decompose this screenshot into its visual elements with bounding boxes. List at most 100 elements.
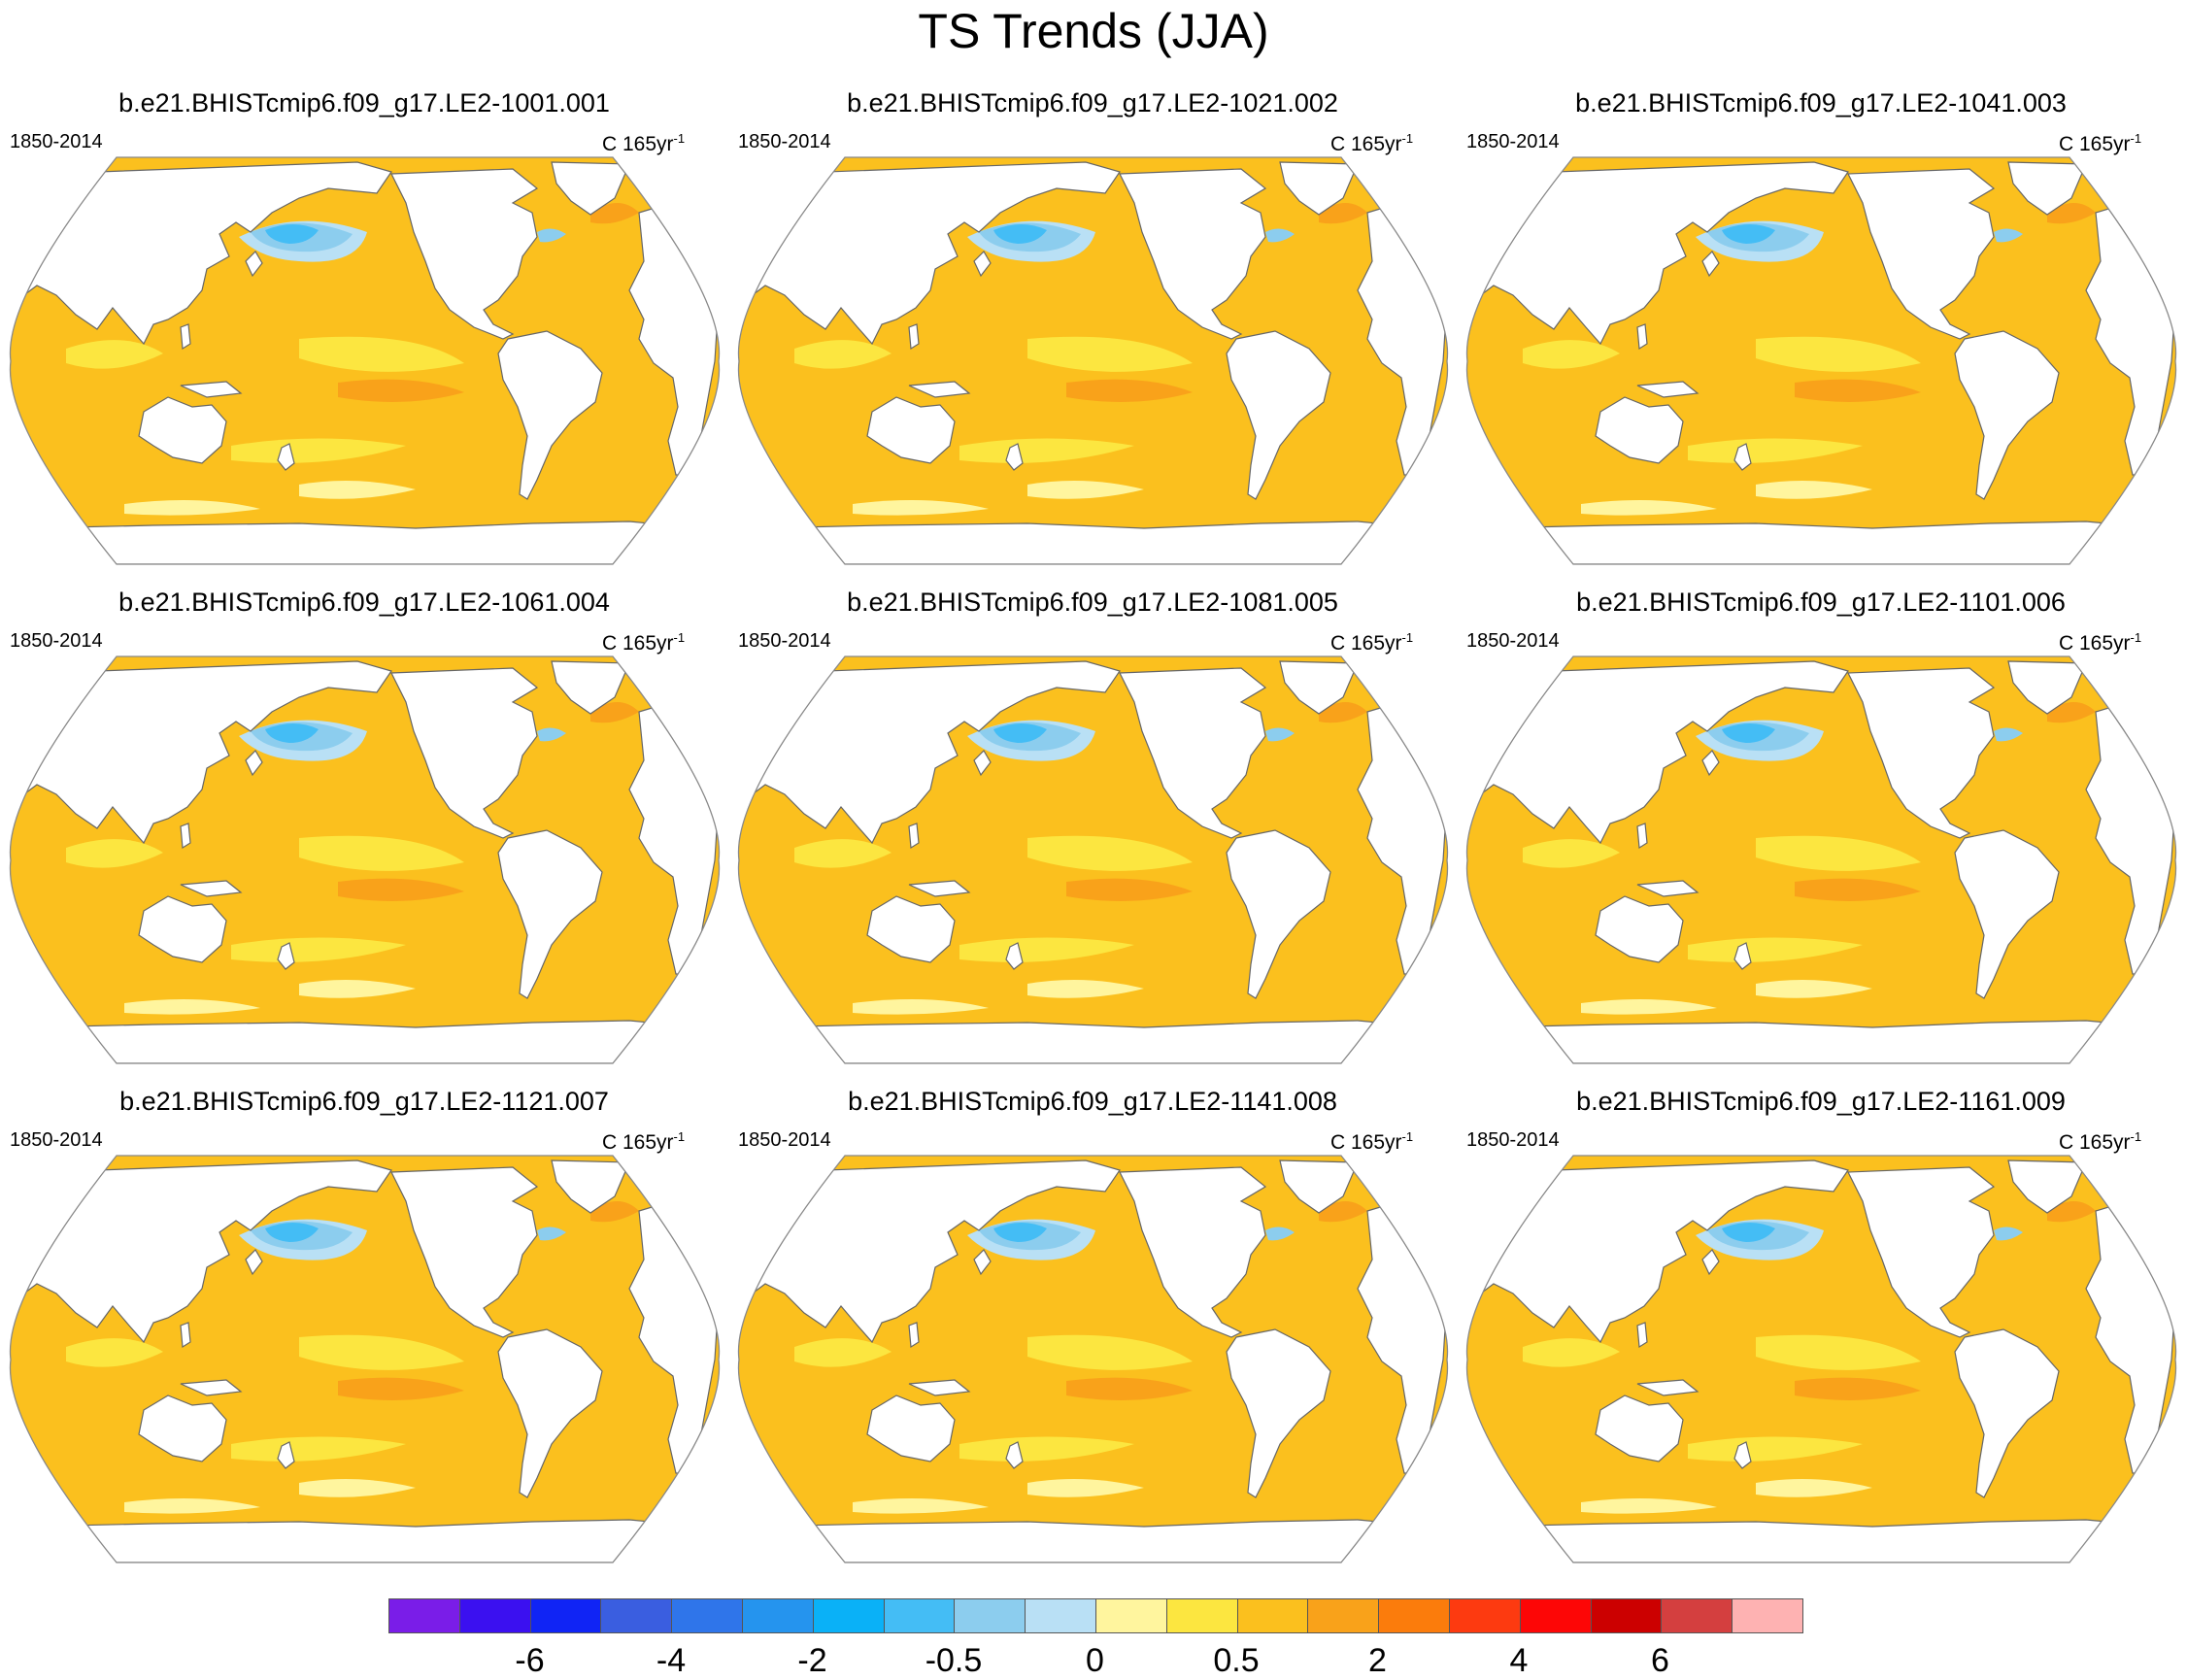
warm-strong-patch [338, 878, 464, 901]
map-outline [1465, 1155, 2177, 1563]
panel-period: 1850-2014 [10, 630, 103, 652]
north-america-landmass [1847, 168, 1996, 340]
colorbar-box [601, 1599, 673, 1632]
colorbar-label: -2 [797, 1642, 827, 1679]
cool-patch [1994, 228, 2023, 243]
colorbar-box [884, 1599, 956, 1632]
warm-patch [66, 839, 163, 868]
colorbar-label: -0.5 [925, 1642, 983, 1679]
panel-units: C 165yr-1 [2059, 1129, 2142, 1154]
japan-islands [245, 251, 263, 278]
australia-landmass [866, 396, 956, 464]
south-america-landmass [497, 829, 603, 999]
colorbar [388, 1598, 1803, 1633]
papua-new-guinea [180, 381, 243, 398]
warm-strong-patch [1795, 379, 1921, 402]
map-panel-8: b.e21.BHISTcmip6.f09_g17.LE2-1141.008 18… [728, 1085, 1457, 1565]
cool-patch [1994, 727, 2023, 742]
philippines-islands [908, 323, 920, 351]
panel-title: b.e21.BHISTcmip6.f09_g17.LE2-1141.008 [848, 1087, 1337, 1116]
asia-landmass [743, 161, 1121, 346]
australia-landmass [1595, 895, 1684, 963]
asia-landmass [743, 1159, 1121, 1344]
cool-patch [1265, 727, 1295, 742]
asia-landmass [1471, 1159, 1849, 1344]
world-map [9, 655, 721, 1064]
panel-period: 1850-2014 [1466, 630, 1560, 652]
papua-new-guinea [180, 880, 243, 897]
panel-period: 1850-2014 [1466, 1129, 1560, 1151]
antarctica-landmass [25, 1020, 704, 1063]
warm-patch [959, 937, 1134, 962]
warm-patch [853, 500, 989, 516]
warm-patch [794, 839, 892, 868]
north-america-landmass [390, 667, 539, 839]
north-america-landmass [390, 168, 539, 340]
world-map [737, 655, 1449, 1064]
warm-patch [299, 481, 416, 499]
panel-title: b.e21.BHISTcmip6.f09_g17.LE2-1001.001 [118, 88, 610, 118]
cool-patch [537, 228, 566, 243]
warm-patch [1756, 835, 1921, 871]
papua-new-guinea [908, 381, 971, 398]
north-america-landmass [390, 1166, 539, 1338]
warm-patch [1027, 1479, 1144, 1497]
new-zealand [277, 1441, 295, 1469]
cool-patch [993, 723, 1047, 743]
colorbar-box [742, 1599, 814, 1632]
warm-strong-patch [1319, 1201, 1367, 1223]
new-zealand [1733, 443, 1752, 471]
cool-patch [1265, 1226, 1295, 1241]
papua-new-guinea [180, 1379, 243, 1396]
warm-patch [1523, 340, 1620, 369]
asia-landmass [15, 660, 392, 845]
papua-new-guinea [1636, 880, 1699, 897]
japan-islands [1701, 750, 1720, 777]
warm-patch [299, 980, 416, 998]
world-map [1465, 1155, 2177, 1563]
warm-patch [1688, 937, 1863, 962]
japan-islands [245, 750, 263, 777]
map-outline [9, 1155, 721, 1563]
world-map [9, 1155, 721, 1563]
warm-patch [1027, 980, 1144, 998]
warm-strong-patch [590, 203, 639, 224]
papua-new-guinea [1636, 1379, 1699, 1396]
warm-patch [794, 340, 892, 369]
warm-patch [1756, 481, 1872, 499]
map-outline [737, 156, 1449, 565]
north-america-landmass [1119, 1166, 1267, 1338]
warm-patch [1756, 336, 1921, 372]
map-contents [1466, 157, 2176, 564]
south-america-landmass [1954, 1328, 2060, 1498]
warm-patch [299, 1334, 464, 1370]
warm-patch [1581, 999, 1717, 1015]
new-zealand [1733, 942, 1752, 970]
australia-landmass [138, 895, 227, 963]
map-contents [1466, 656, 2176, 1063]
warm-patch [1027, 835, 1193, 871]
japan-islands [245, 1249, 263, 1276]
warm-patch [124, 500, 260, 516]
warm-patch [231, 1436, 406, 1462]
panel-period: 1850-2014 [738, 131, 831, 152]
colorbar-box [1520, 1599, 1592, 1632]
panel-title: b.e21.BHISTcmip6.f09_g17.LE2-1081.005 [847, 588, 1338, 617]
map-outline [1465, 156, 2177, 565]
colorbar-box [1733, 1599, 1802, 1632]
warm-patch [1688, 1436, 1863, 1462]
warm-strong-patch [1795, 1377, 1921, 1400]
new-zealand [277, 443, 295, 471]
cool-patch [1994, 1226, 2023, 1241]
colorbar-box [1026, 1599, 1096, 1632]
warm-strong-patch [1795, 878, 1921, 901]
cool-patch [537, 727, 566, 742]
warm-strong-patch [590, 1201, 639, 1223]
colorbar-box [672, 1599, 743, 1632]
cool-patch [993, 224, 1047, 244]
colorbar-box [530, 1599, 602, 1632]
papua-new-guinea [1636, 381, 1699, 398]
world-map [737, 1155, 1449, 1563]
warm-patch [1756, 980, 1872, 998]
cool-patch [265, 224, 319, 244]
